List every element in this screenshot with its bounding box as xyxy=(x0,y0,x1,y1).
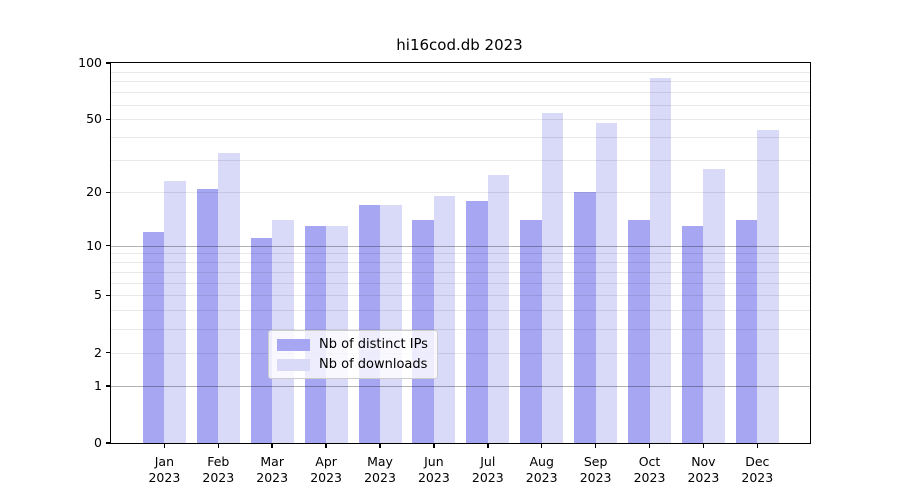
x-tick-mark xyxy=(702,443,705,448)
minor-gridline xyxy=(111,328,810,330)
minor-gridline xyxy=(111,81,810,83)
x-tick-mark xyxy=(271,443,273,448)
x-tick-mark xyxy=(540,443,543,448)
x-tick-mark xyxy=(325,443,327,448)
x-tick-label: Feb 2023 xyxy=(202,454,235,485)
minor-gridline xyxy=(111,192,810,194)
bar-distinct-ips xyxy=(358,205,380,443)
major-gridline xyxy=(111,385,810,387)
minor-gridline xyxy=(111,92,810,94)
minor-gridline xyxy=(111,253,810,255)
bar-downloads xyxy=(164,181,186,443)
bar-distinct-ips xyxy=(520,220,542,443)
minor-gridline xyxy=(111,295,810,297)
x-tick-label: Dec 2023 xyxy=(741,454,774,485)
bar-downloads xyxy=(487,174,510,443)
x-tick-label: Nov 2023 xyxy=(687,454,720,485)
x-tick-label: Apr 2023 xyxy=(310,454,342,485)
y-tick-mark xyxy=(106,62,111,64)
x-tick-mark xyxy=(433,443,435,448)
bar-downloads xyxy=(541,113,564,443)
bar-downloads xyxy=(649,78,671,443)
legend-item: Nb of distinct IPs xyxy=(277,337,428,352)
x-tick-label: Jun 2023 xyxy=(417,454,450,485)
y-tick-label: 20 xyxy=(86,184,102,200)
y-tick-mark xyxy=(106,191,111,194)
x-tick-mark xyxy=(487,443,489,448)
x-tick-mark xyxy=(756,443,759,448)
legend-swatch-downloads xyxy=(277,358,310,371)
y-tick-label: 2 xyxy=(94,344,102,360)
y-tick-label: 0 xyxy=(94,435,102,450)
x-tick-mark xyxy=(648,443,651,448)
plot-area: Jan 2023 Feb 2023 Mar 2023 Apr 2023 May 2023 Jun 20… xyxy=(78,56,811,485)
y-tick-mark xyxy=(106,385,111,387)
y-tick-label: 50 xyxy=(86,111,102,127)
y-tick-mark xyxy=(106,351,111,354)
bar-downloads xyxy=(757,129,779,443)
x-tick-label: May 2023 xyxy=(364,454,396,485)
minor-gridline xyxy=(111,282,810,284)
y-tick-label: 1 xyxy=(94,377,102,393)
x-tick-label: Sep 2023 xyxy=(579,454,612,485)
y-tick-label: 5 xyxy=(94,287,102,303)
minor-gridline xyxy=(111,119,810,121)
y-tick-label: 10 xyxy=(86,237,102,253)
x-tick-label: Oct 2023 xyxy=(633,454,666,485)
minor-gridline xyxy=(111,104,810,106)
bar-distinct-ips xyxy=(735,220,758,443)
x-tick-label: Jan 2023 xyxy=(148,454,181,485)
bar-downloads xyxy=(218,152,240,443)
minor-gridline xyxy=(111,160,810,162)
bar-distinct-ips xyxy=(196,188,219,443)
bar-distinct-ips xyxy=(250,238,273,443)
minor-gridline xyxy=(111,262,810,264)
legend-item: Nb of downloads xyxy=(277,357,428,372)
legend-label: Nb of distinct IPs xyxy=(319,337,428,352)
minor-gridline xyxy=(111,310,810,312)
x-tick-mark xyxy=(594,443,597,448)
legend-label: Nb of downloads xyxy=(319,357,428,372)
bar-distinct-ips xyxy=(466,200,488,443)
y-tick-mark xyxy=(106,442,111,444)
legend: Nb of distinct IPs Nb of downloads xyxy=(268,330,438,379)
minor-gridline xyxy=(111,271,810,273)
minor-gridline xyxy=(111,71,810,73)
bar-distinct-ips xyxy=(574,192,596,443)
x-tick-label: Mar 2023 xyxy=(256,454,289,485)
bar-downloads xyxy=(433,196,456,443)
minor-gridline xyxy=(111,352,810,354)
x-tick-mark xyxy=(379,443,381,448)
chart-title: hi16cod.db 2023 xyxy=(396,36,523,54)
major-gridline xyxy=(111,245,810,247)
minor-gridline xyxy=(111,137,810,139)
bar-distinct-ips xyxy=(681,225,704,443)
bar-downloads xyxy=(595,122,618,443)
x-tick-mark xyxy=(217,443,220,448)
x-tick-mark xyxy=(163,443,166,448)
x-tick-label: Aug 2023 xyxy=(525,454,558,485)
y-tick-mark xyxy=(106,118,111,120)
bar-downloads xyxy=(703,168,725,443)
x-tick-label: Jul 2023 xyxy=(471,454,504,485)
y-tick-mark xyxy=(106,244,111,247)
y-tick-label: 100 xyxy=(78,55,102,70)
y-tick-mark xyxy=(106,294,111,297)
bar-distinct-ips xyxy=(142,231,165,443)
bar-distinct-ips xyxy=(628,220,650,443)
bar-downloads xyxy=(380,205,402,443)
legend-swatch-distinct-ips xyxy=(277,338,310,351)
